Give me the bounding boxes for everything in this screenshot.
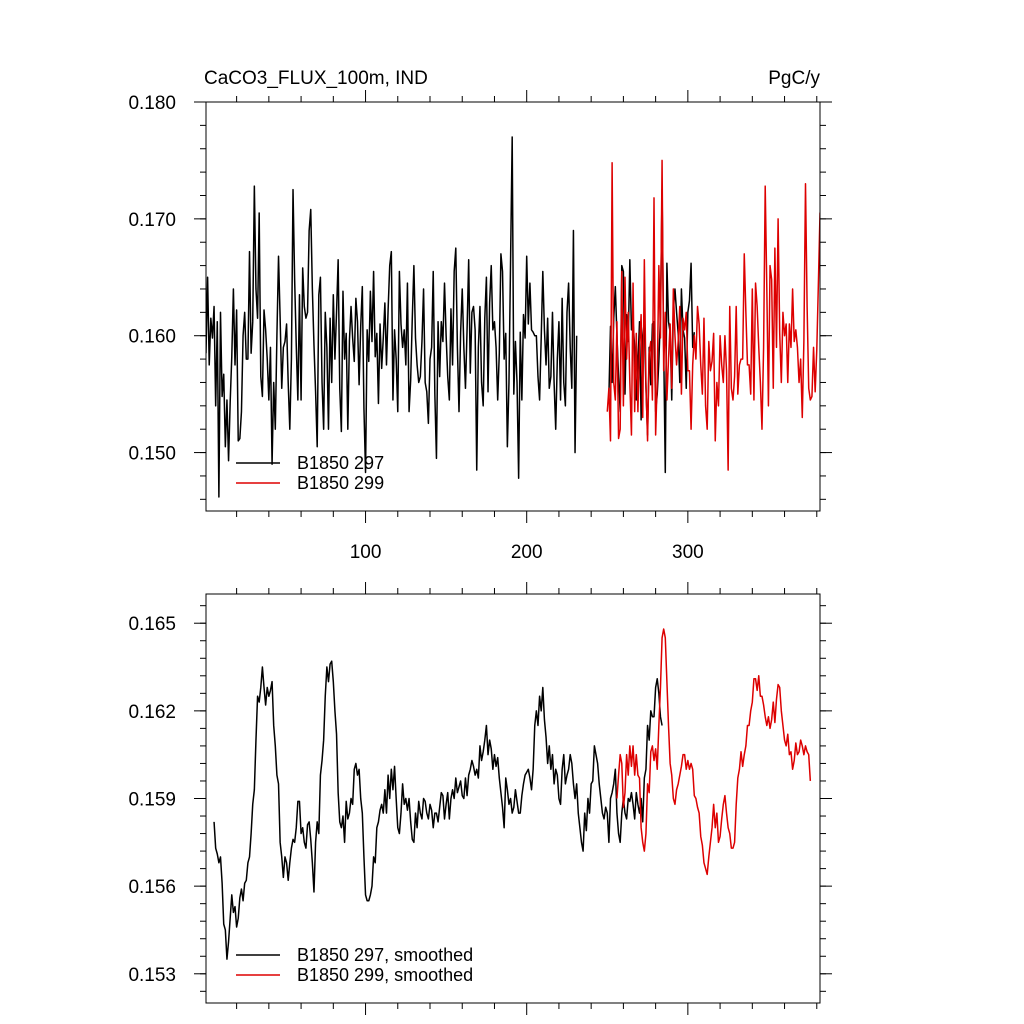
series-b1850-299-smoothed-line bbox=[616, 628, 812, 876]
series-b1850-299-line bbox=[606, 159, 820, 471]
y-tick-label: 0.150 bbox=[128, 444, 176, 465]
legend-label: B1850 299, smoothed bbox=[297, 965, 473, 985]
legend-label: B1850 299 bbox=[297, 473, 384, 493]
y-tick-label: 0.165 bbox=[128, 614, 176, 635]
top-plot-frame bbox=[205, 101, 821, 512]
bottom-panel: 0.153 0.156 0.159 0.162 0.165 B1850 297, smo… bbox=[128, 582, 832, 1015]
x-tick-label: 100 bbox=[350, 542, 382, 563]
chart-title: CaCO3_FLUX_100m, IND bbox=[204, 68, 428, 89]
y-tick-label: 0.162 bbox=[128, 702, 176, 723]
legend-label: B1850 297 bbox=[297, 453, 384, 473]
y-tick-label: 0.170 bbox=[128, 210, 176, 231]
bottom-plot-frame bbox=[205, 593, 821, 1004]
x-tick-label: 200 bbox=[511, 542, 543, 563]
y-tick-label: 0.180 bbox=[128, 93, 176, 114]
series-b1850-297-line bbox=[206, 136, 578, 498]
y-tick-label: 0.153 bbox=[128, 965, 176, 986]
y-tick-label: 0.160 bbox=[128, 327, 176, 348]
units-label: PgC/y bbox=[768, 68, 820, 89]
legend-label: B1850 297, smoothed bbox=[297, 945, 473, 965]
series-b1850-297-smoothed-line bbox=[213, 660, 663, 960]
x-tick-label: 300 bbox=[672, 542, 704, 563]
top-panel: CaCO3_FLUX_100m, IND PgC/y 0.150 0.160 0.1… bbox=[128, 68, 832, 563]
y-tick-label: 0.159 bbox=[128, 790, 176, 811]
y-tick-label: 0.156 bbox=[128, 877, 176, 898]
